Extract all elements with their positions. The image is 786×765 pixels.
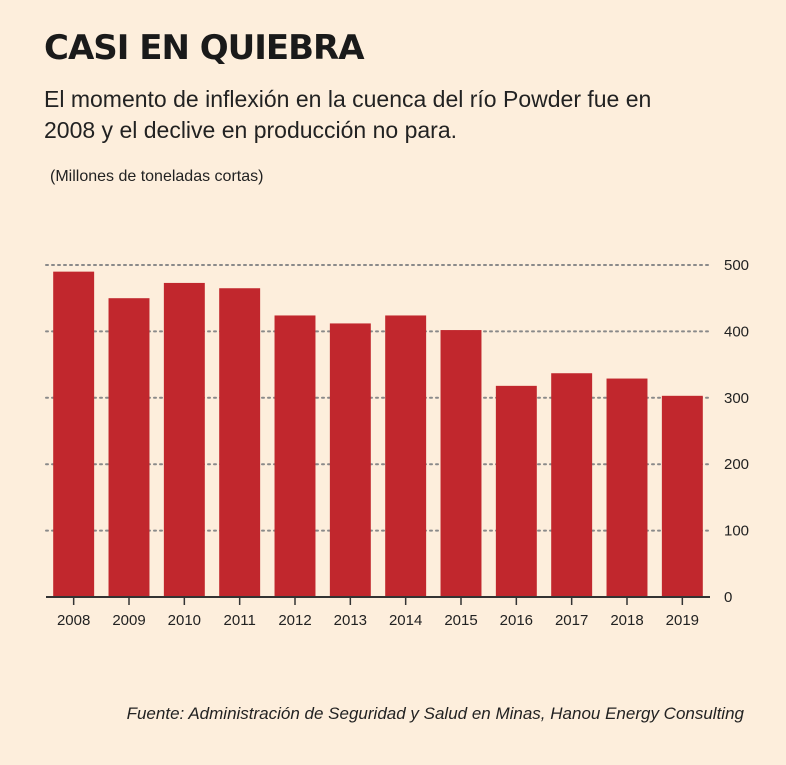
bars (53, 271, 703, 597)
x-tick-label: 2009 (112, 612, 145, 629)
y-tick-label: 500 (724, 257, 749, 274)
x-tick-label: 2015 (444, 612, 477, 629)
y-tick-label: 400 (724, 323, 749, 340)
bar-2014 (385, 315, 427, 597)
x-tick-label: 2016 (500, 612, 533, 629)
source-note: Fuente: Administración de Seguridad y Sa… (126, 704, 744, 723)
bar-2018 (606, 378, 648, 597)
bar-2012 (274, 315, 316, 597)
bar-2016 (495, 385, 537, 597)
x-tick-label: 2014 (389, 612, 422, 629)
bar-2013 (329, 323, 371, 597)
bar-2010 (163, 282, 205, 597)
x-tick-label: 2010 (168, 612, 201, 629)
x-tick-label: 2018 (610, 612, 643, 629)
x-tick-label: 2008 (57, 612, 90, 629)
x-tick-label: 2012 (278, 612, 311, 629)
bar-2015 (440, 330, 482, 597)
x-tick-label: 2011 (224, 612, 256, 629)
y-tick-label: 0 (724, 589, 732, 606)
chart-title: CASI EN QUIEBRA (44, 28, 365, 68)
bar-2008 (53, 271, 95, 597)
bar-2019 (661, 395, 703, 597)
x-tick-label: 2017 (555, 612, 588, 629)
x-axis (46, 596, 710, 605)
bar-2011 (219, 288, 261, 597)
gridlines (45, 264, 711, 532)
bar-2009 (108, 298, 150, 597)
tick-labels: 0 100 200 300 400 500 2008 2009 2010 2011 2012 2013… (57, 257, 749, 629)
unit-label: (Millones de toneladas cortas) (50, 168, 264, 185)
chart-subtitle: El momento de inflexión en la cuenca del… (44, 86, 652, 143)
x-tick-label: 2013 (334, 612, 367, 629)
y-tick-label: 300 (724, 390, 749, 407)
bar-2017 (551, 373, 593, 597)
y-tick-label: 200 (724, 456, 749, 473)
x-tick-label: 2019 (666, 612, 699, 629)
y-tick-label: 100 (724, 523, 749, 540)
